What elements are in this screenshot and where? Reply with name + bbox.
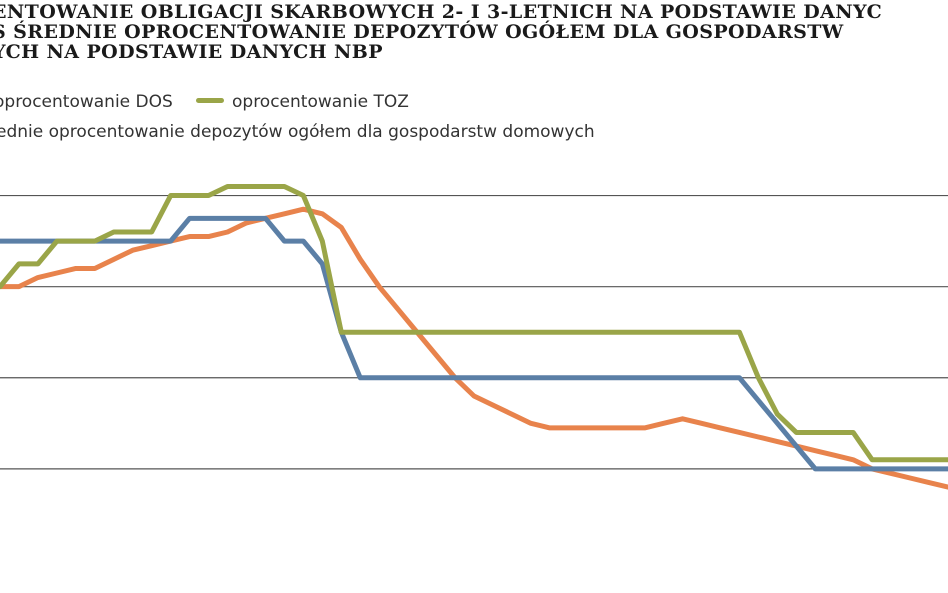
series-layer bbox=[0, 183, 948, 490]
legend-item-toz: oprocentowanie TOZ bbox=[196, 92, 409, 112]
legend-swatch-toz bbox=[196, 97, 224, 103]
legend-label-toz: oprocentowanie TOZ bbox=[232, 92, 409, 112]
legend-label-dos: oprocentowanie DOS bbox=[0, 92, 173, 112]
title-line-3: ych na podstawie danych NBP bbox=[0, 41, 383, 63]
series-line-deposits bbox=[0, 206, 948, 490]
title-line-2: s średnie oprocentowanie depozytów ogółe… bbox=[0, 21, 844, 43]
legend-label-deposits: ednie oprocentowanie depozytów ogółem dl… bbox=[0, 122, 595, 142]
series-line-dos bbox=[0, 215, 948, 472]
legend-item-deposits: ednie oprocentowanie depozytów ogółem dl… bbox=[0, 122, 595, 142]
series-line-toz bbox=[0, 183, 948, 463]
title-line-1: entowanie obligacji skarbowych 2- i 3-le… bbox=[0, 1, 883, 23]
chart-title: entowanie obligacji skarbowych 2- i 3-le… bbox=[0, 2, 948, 62]
legend-item-dos: oprocentowanie DOS bbox=[0, 92, 173, 112]
